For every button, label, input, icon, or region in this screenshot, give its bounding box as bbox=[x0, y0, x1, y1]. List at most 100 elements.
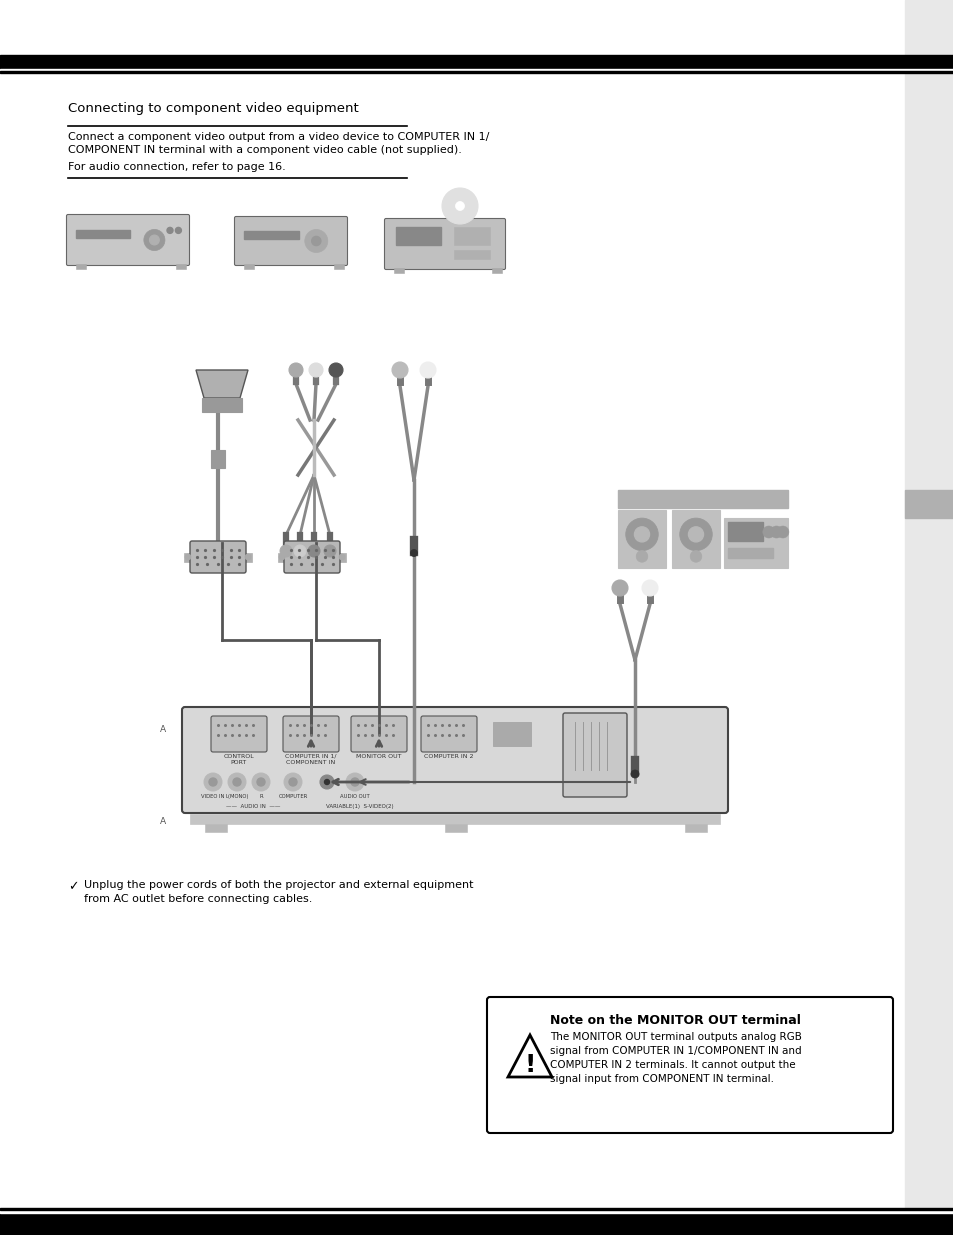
Bar bbox=[0, 70, 953, 73]
Circle shape bbox=[284, 773, 302, 790]
Bar bbox=[727, 522, 762, 541]
Circle shape bbox=[770, 526, 781, 538]
Text: VARIABLE(1)  S-VIDEO(2): VARIABLE(1) S-VIDEO(2) bbox=[326, 804, 394, 809]
Circle shape bbox=[338, 555, 345, 559]
Text: Note on the MONITOR OUT terminal: Note on the MONITOR OUT terminal bbox=[550, 1014, 800, 1028]
Circle shape bbox=[634, 527, 649, 542]
Bar bbox=[0, 1213, 953, 1235]
Bar bbox=[0, 56, 953, 69]
Bar bbox=[904, 490, 953, 517]
Circle shape bbox=[312, 236, 320, 246]
Text: signal input from COMPONENT IN terminal.: signal input from COMPONENT IN terminal. bbox=[550, 1074, 773, 1084]
Circle shape bbox=[150, 235, 159, 245]
Circle shape bbox=[309, 363, 323, 377]
Text: from AC outlet before connecting cables.: from AC outlet before connecting cables. bbox=[84, 894, 312, 904]
Text: COMPUTER IN 2: COMPUTER IN 2 bbox=[424, 755, 474, 760]
Text: VIDEO IN: VIDEO IN bbox=[201, 794, 225, 799]
Text: Connect a component video output from a video device to COMPUTER IN 1/: Connect a component video output from a … bbox=[68, 132, 489, 142]
Text: COMPUTER IN 1/
COMPONENT IN: COMPUTER IN 1/ COMPONENT IN bbox=[285, 755, 336, 764]
Bar bbox=[394, 268, 403, 273]
FancyBboxPatch shape bbox=[234, 216, 347, 266]
Circle shape bbox=[308, 545, 319, 557]
Bar bbox=[0, 69, 953, 70]
Text: ✓: ✓ bbox=[68, 881, 78, 893]
Bar bbox=[671, 510, 720, 568]
Bar bbox=[618, 490, 787, 508]
Circle shape bbox=[329, 363, 343, 377]
Text: L(MONO): L(MONO) bbox=[225, 794, 249, 799]
Bar bbox=[492, 268, 501, 273]
Circle shape bbox=[630, 769, 639, 778]
Bar bbox=[184, 553, 192, 562]
Polygon shape bbox=[195, 370, 248, 398]
Polygon shape bbox=[507, 1035, 552, 1077]
Text: A: A bbox=[160, 725, 166, 735]
FancyBboxPatch shape bbox=[211, 716, 267, 752]
Bar bbox=[727, 548, 772, 558]
Bar bbox=[454, 227, 489, 246]
Text: R: R bbox=[259, 794, 262, 799]
Circle shape bbox=[167, 227, 172, 233]
Bar bbox=[244, 553, 252, 562]
Circle shape bbox=[204, 773, 222, 790]
Text: AUDIO OUT: AUDIO OUT bbox=[340, 794, 370, 799]
Circle shape bbox=[228, 773, 246, 790]
Circle shape bbox=[762, 526, 774, 538]
FancyBboxPatch shape bbox=[351, 716, 407, 752]
Bar bbox=[684, 824, 706, 832]
FancyBboxPatch shape bbox=[190, 541, 246, 573]
Bar bbox=[190, 814, 720, 824]
Bar bbox=[277, 553, 286, 562]
FancyBboxPatch shape bbox=[283, 716, 338, 752]
Bar bbox=[175, 264, 186, 269]
Circle shape bbox=[324, 779, 329, 784]
Text: ——  AUDIO IN  ——: —— AUDIO IN —— bbox=[226, 804, 280, 809]
Bar bbox=[334, 264, 344, 269]
Circle shape bbox=[185, 555, 191, 559]
Circle shape bbox=[636, 551, 647, 562]
Circle shape bbox=[289, 363, 303, 377]
Text: CONTROL
PORT: CONTROL PORT bbox=[223, 755, 254, 764]
Bar bbox=[0, 1210, 953, 1213]
Circle shape bbox=[625, 519, 658, 551]
Bar bbox=[904, 0, 953, 1235]
Text: Unplug the power cords of both the projector and external equipment: Unplug the power cords of both the proje… bbox=[84, 881, 473, 890]
Text: COMPUTER: COMPUTER bbox=[278, 794, 307, 799]
Text: COMPUTER IN 2 terminals. It cannot output the: COMPUTER IN 2 terminals. It cannot outpu… bbox=[550, 1060, 795, 1070]
Circle shape bbox=[688, 527, 702, 542]
FancyBboxPatch shape bbox=[486, 997, 892, 1132]
Circle shape bbox=[410, 550, 417, 557]
Bar bbox=[76, 264, 86, 269]
Circle shape bbox=[689, 551, 701, 562]
Circle shape bbox=[346, 773, 364, 790]
Bar bbox=[618, 510, 665, 568]
Bar bbox=[723, 517, 787, 568]
Circle shape bbox=[144, 230, 165, 251]
Circle shape bbox=[641, 580, 658, 597]
Text: COMPONENT IN terminal with a component video cable (not supplied).: COMPONENT IN terminal with a component v… bbox=[68, 144, 461, 156]
Bar bbox=[493, 722, 531, 746]
Circle shape bbox=[252, 773, 270, 790]
Circle shape bbox=[324, 545, 335, 557]
Circle shape bbox=[280, 545, 292, 557]
Bar bbox=[244, 264, 253, 269]
Circle shape bbox=[245, 555, 251, 559]
Circle shape bbox=[289, 778, 296, 785]
Text: !: ! bbox=[524, 1053, 536, 1077]
Circle shape bbox=[612, 580, 627, 597]
Circle shape bbox=[175, 227, 181, 233]
Bar bbox=[444, 824, 467, 832]
Bar bbox=[76, 231, 130, 237]
Bar bbox=[0, 1208, 953, 1210]
FancyBboxPatch shape bbox=[384, 219, 505, 269]
FancyBboxPatch shape bbox=[420, 716, 476, 752]
FancyBboxPatch shape bbox=[284, 541, 339, 573]
Text: A: A bbox=[160, 818, 166, 826]
Circle shape bbox=[278, 555, 285, 559]
FancyBboxPatch shape bbox=[67, 215, 190, 266]
Bar bbox=[337, 553, 346, 562]
Bar bbox=[395, 227, 440, 246]
Text: signal from COMPUTER IN 1/COMPONENT IN and: signal from COMPUTER IN 1/COMPONENT IN a… bbox=[550, 1046, 801, 1056]
Bar bbox=[244, 231, 298, 240]
Circle shape bbox=[294, 545, 306, 557]
